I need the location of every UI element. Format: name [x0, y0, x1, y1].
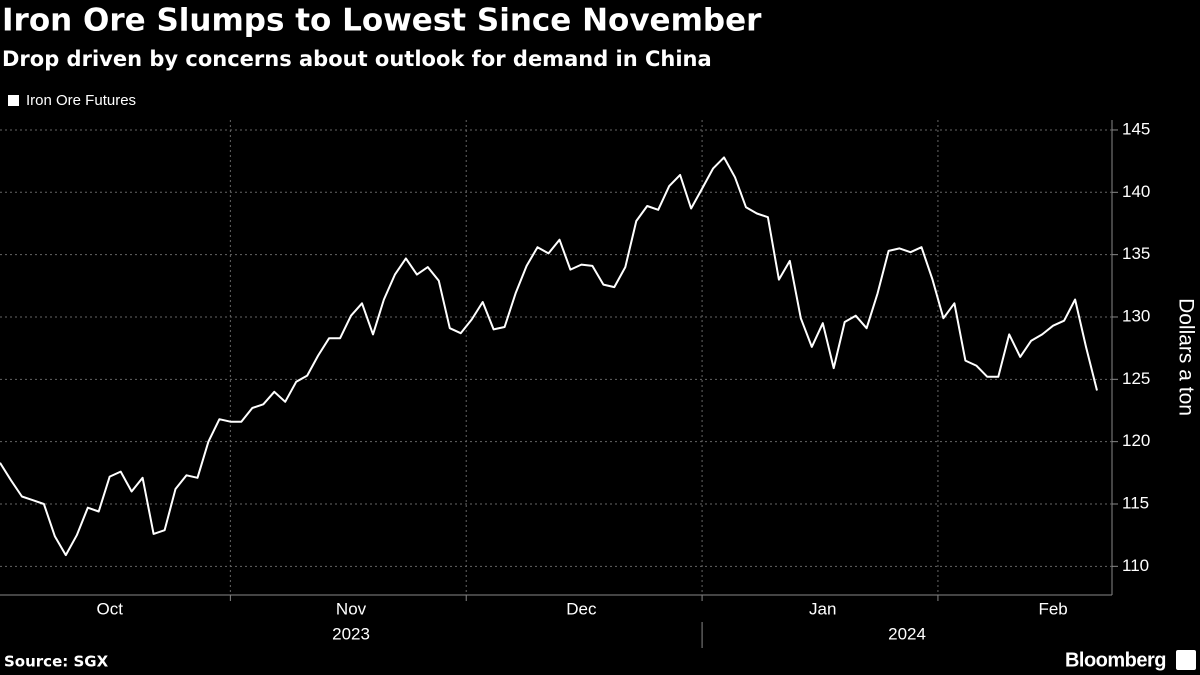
x-tick-label: Oct [96, 599, 123, 618]
y-tick-label: 135 [1122, 244, 1150, 263]
y-tick-label: 140 [1122, 182, 1150, 201]
source: Source: SGX [4, 653, 109, 671]
chart-title: Iron Ore Slumps to Lowest Since November [2, 3, 762, 39]
year-label: 2023 [332, 624, 370, 643]
legend-label: Iron Ore Futures [26, 92, 136, 109]
y-tick-label: 125 [1122, 369, 1150, 388]
x-tick-label: Jan [809, 599, 836, 618]
year-label: 2024 [888, 624, 926, 643]
y-tick-label: 130 [1122, 306, 1150, 325]
y-tick-label: 145 [1122, 119, 1150, 138]
y-tick-label: 120 [1122, 431, 1150, 450]
x-tick-label: Feb [1038, 599, 1067, 618]
x-tick-label: Dec [566, 599, 597, 618]
legend-swatch [8, 95, 19, 106]
y-tick-label: 110 [1122, 556, 1149, 575]
line-series [0, 156, 1098, 557]
brand: Bloomberg [1065, 649, 1166, 671]
brand-icon [1176, 650, 1196, 670]
y-axis-label: Dollars a ton [1174, 298, 1197, 416]
y-tick-label: 115 [1122, 493, 1149, 512]
x-tick-label: Nov [336, 599, 367, 618]
chart-subtitle: Drop driven by concerns about outlook fo… [2, 47, 712, 71]
